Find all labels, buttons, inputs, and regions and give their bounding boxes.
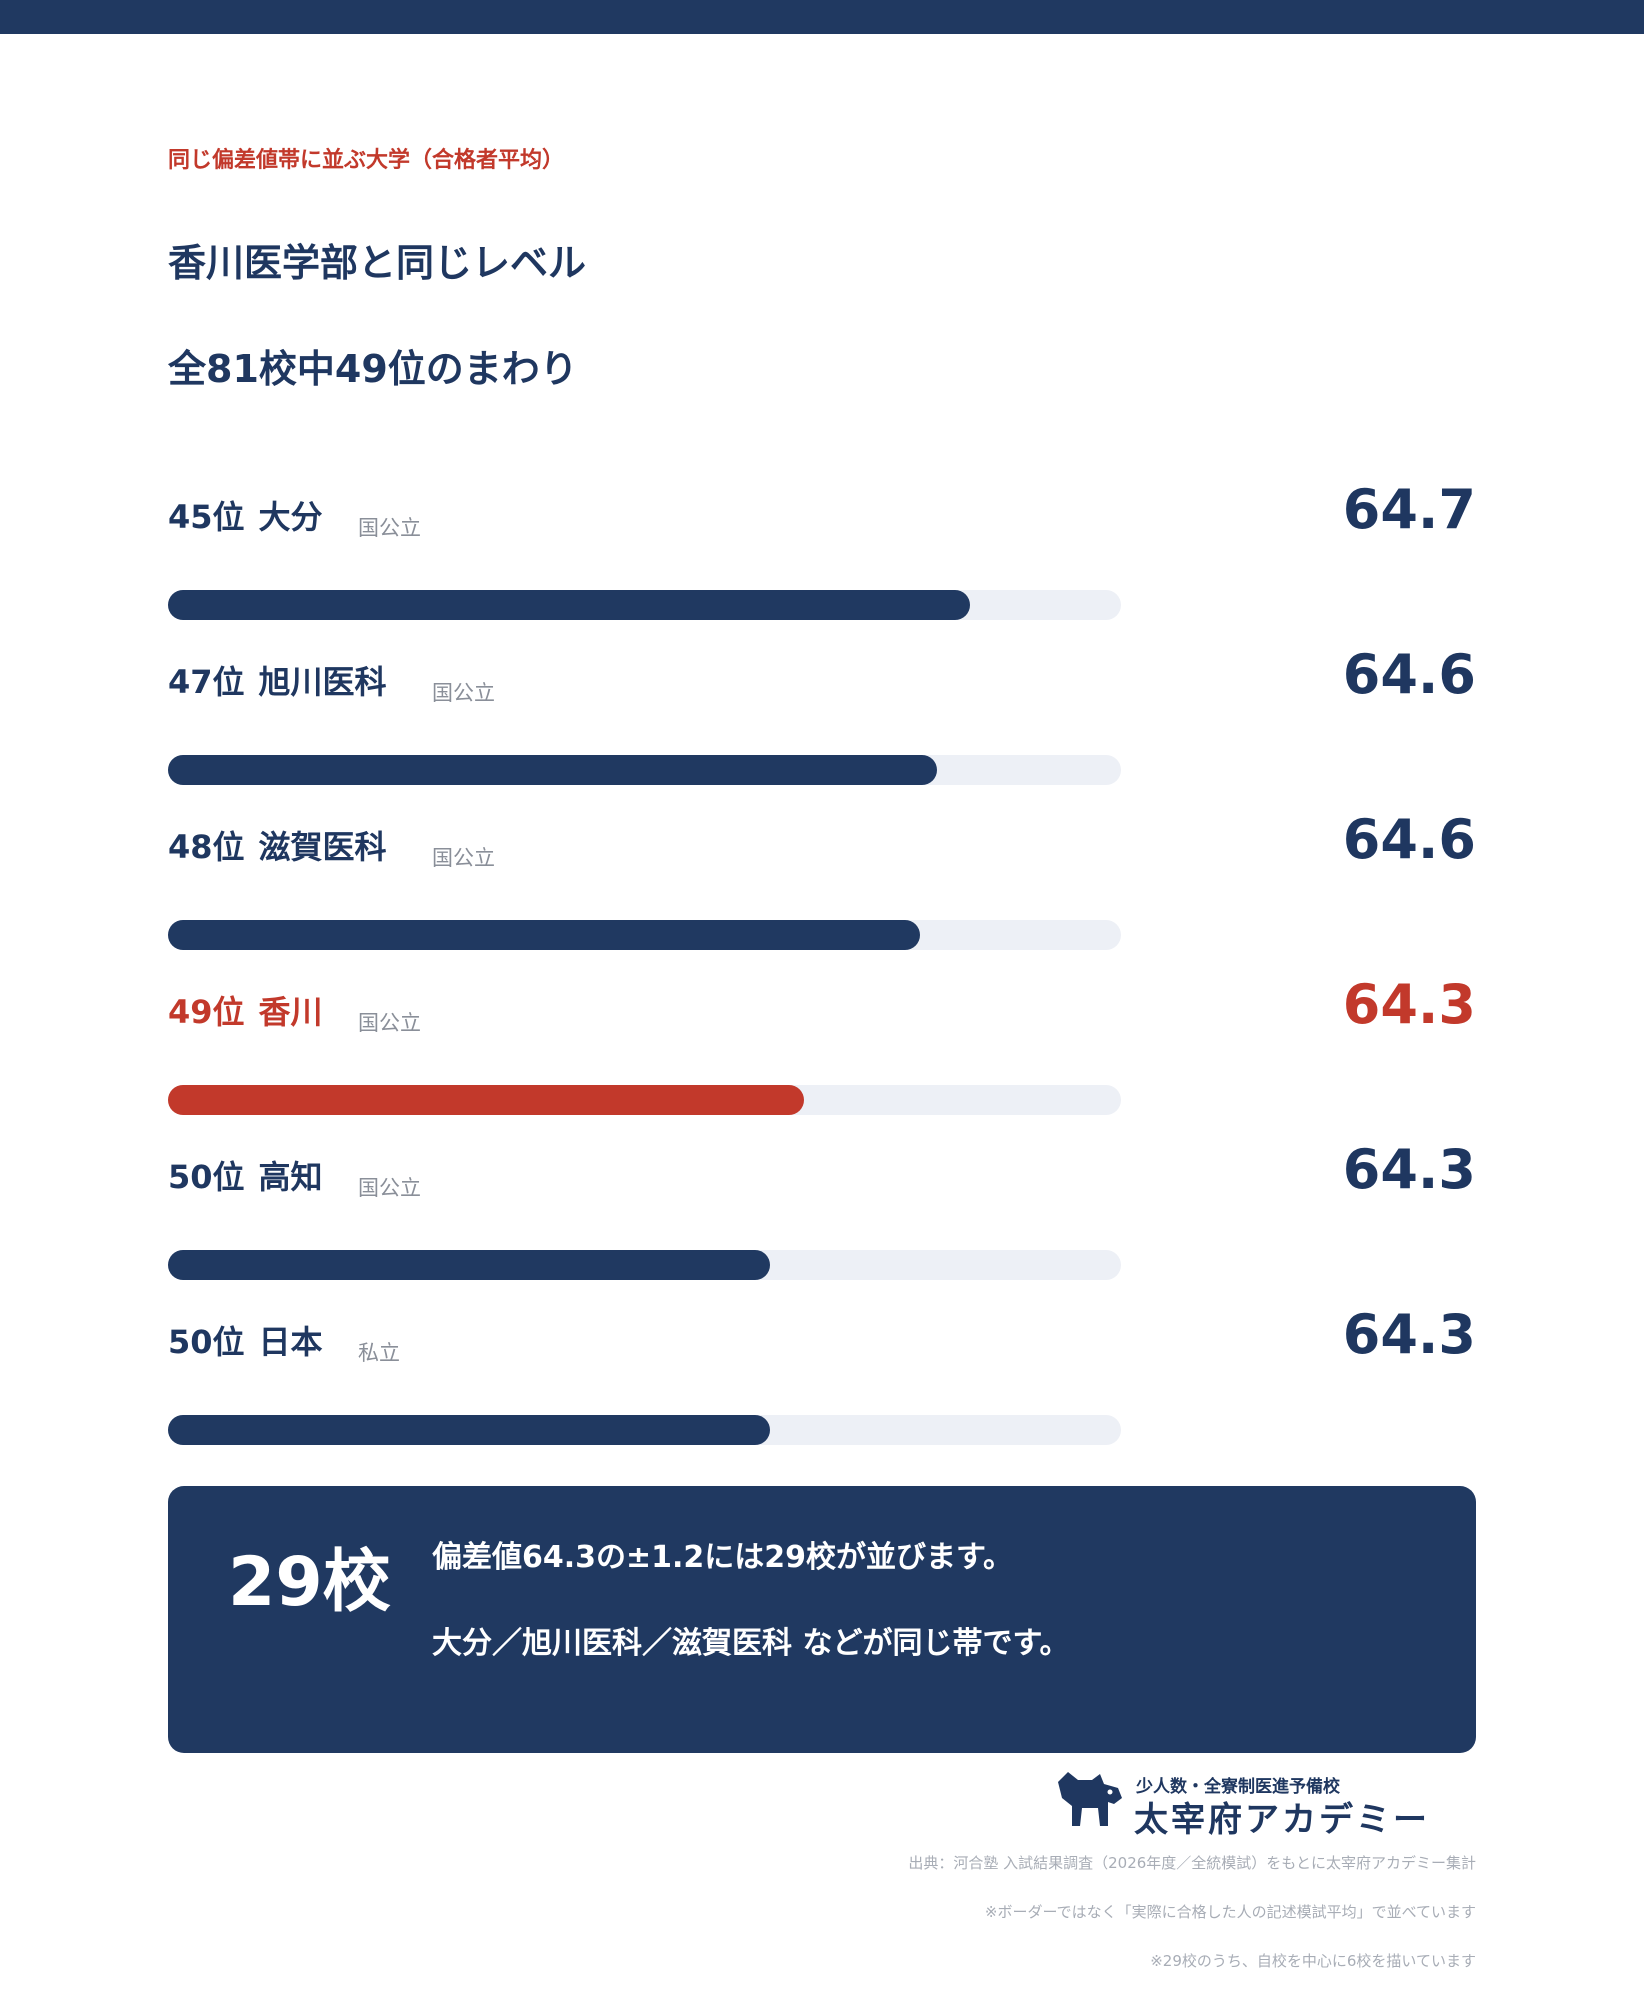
school-type-badge: 国公立 (358, 516, 421, 540)
brand-name: 太宰府アカデミー (1134, 1800, 1430, 1840)
school-type-badge: 私立 (358, 1341, 400, 1365)
rank-row: 45位 大分 国公立 64.7 (0, 478, 1644, 657)
score-value: 64.6 (1342, 643, 1476, 706)
source-note: 出典：河合塾 入試結果調査（2026年度／全統模試）をもとに太宰府アカデミー集計 (908, 1854, 1476, 1872)
score-value: 64.3 (1342, 1303, 1476, 1366)
bar-track (168, 755, 1121, 785)
method-note: ※ボーダーではなく「実際に合格した人の記述模試平均」で並べています (984, 1903, 1476, 1921)
bar-track (168, 1415, 1121, 1445)
rank-row: 47位 旭川医科 国公立 64.6 (0, 643, 1644, 822)
rank-position: 48位 (168, 828, 245, 866)
page-title: 香川医学部と同じレベル (168, 241, 587, 285)
school-name: 日本 (258, 1323, 323, 1361)
brand-tagline: 少人数・全寮制医進予備校 (1136, 1777, 1340, 1797)
school-type-badge: 国公立 (358, 1176, 421, 1200)
page-subtitle: 全81校中49位のまわり (168, 347, 578, 391)
rank-row: 50位 高知 国公立 64.3 (0, 1138, 1644, 1317)
school-name: 滋賀医科 (258, 828, 387, 866)
summary-line-2: 大分／旭川医科／滋賀医科 などが同じ帯です。 (432, 1626, 1070, 1661)
summary-card: 29校 偏差値64.3の±1.2には29校が並びます。 大分／旭川医科／滋賀医科… (168, 1486, 1476, 1753)
bar-fill (168, 1250, 770, 1280)
rank-position: 50位 (168, 1158, 245, 1196)
rank-label: 50位 日本 (168, 1317, 323, 1363)
rank-label: 49位 香川 (168, 987, 323, 1033)
school-type-badge: 国公立 (432, 681, 495, 705)
rank-row: 48位 滋賀医科 国公立 64.6 (0, 808, 1644, 987)
school-type-badge: 国公立 (358, 1011, 421, 1035)
scope-note: ※29校のうち、自校を中心に6校を描いています (1150, 1952, 1476, 1970)
rank-row: 50位 日本 私立 64.3 (0, 1303, 1644, 1482)
rank-label: 45位 大分 (168, 492, 323, 538)
score-value: 64.6 (1342, 808, 1476, 871)
score-value: 64.3 (1342, 1138, 1476, 1201)
bar-fill (168, 920, 920, 950)
bar-fill (168, 755, 937, 785)
rank-label: 50位 高知 (168, 1152, 323, 1198)
bar-fill (168, 590, 970, 620)
rank-position: 45位 (168, 498, 245, 536)
summary-count: 29校 (228, 1543, 391, 1622)
bar-track (168, 590, 1121, 620)
rank-label: 48位 滋賀医科 (168, 822, 387, 868)
rank-position: 50位 (168, 1323, 245, 1361)
dog-mark-icon (1058, 1772, 1122, 1826)
school-name: 大分 (258, 498, 323, 536)
rank-position: 49位 (168, 993, 245, 1031)
school-name: 旭川医科 (258, 663, 387, 701)
score-value: 64.7 (1342, 478, 1476, 541)
top-band (0, 0, 1644, 34)
bar-track (168, 1085, 1121, 1115)
bar-track (168, 920, 1121, 950)
school-name: 香川 (258, 993, 323, 1031)
score-value: 64.3 (1342, 973, 1476, 1036)
bar-track (168, 1250, 1121, 1280)
eyebrow-label: 同じ偏差値帯に並ぶ大学（合格者平均） (168, 148, 565, 173)
bar-fill (168, 1415, 770, 1445)
school-type-badge: 国公立 (432, 846, 495, 870)
brand-logo: 少人数・全寮制医進予備校 太宰府アカデミー (1052, 1768, 1478, 1840)
school-name: 高知 (258, 1158, 323, 1196)
summary-line-1: 偏差値64.3の±1.2には29校が並びます。 (432, 1540, 1014, 1575)
bar-fill (168, 1085, 804, 1115)
rank-row: 49位 香川 国公立 64.3 (0, 973, 1644, 1152)
rank-label: 47位 旭川医科 (168, 657, 387, 703)
rank-position: 47位 (168, 663, 245, 701)
